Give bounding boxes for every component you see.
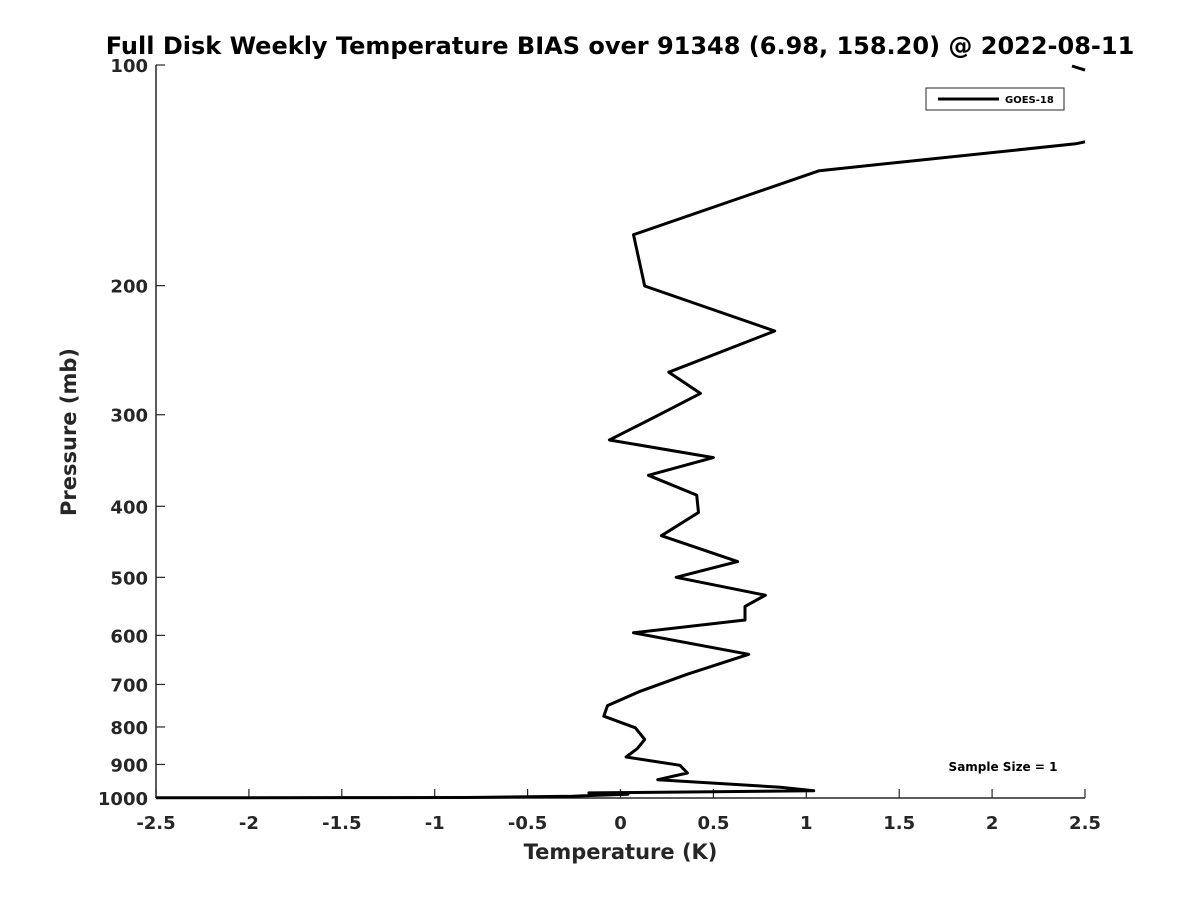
x-tick-label: 2.5 xyxy=(1069,813,1101,834)
sample-size-annotation: Sample Size = 1 xyxy=(949,760,1058,774)
y-tick-label: 300 xyxy=(110,406,148,427)
x-tick-label: 1 xyxy=(800,813,813,834)
x-tick-label: 0.5 xyxy=(697,813,729,834)
x-tick-label: -2 xyxy=(239,813,259,834)
y-tick-label: 900 xyxy=(110,755,148,776)
chart-title: Full Disk Weekly Temperature BIAS over 9… xyxy=(106,32,1135,60)
series-goes-18 xyxy=(155,64,1086,800)
y-tick-label: 600 xyxy=(110,626,148,647)
series-line-goes-18 xyxy=(1071,64,1086,72)
x-tick-label: -2.5 xyxy=(136,813,175,834)
y-tick-label: 100 xyxy=(110,56,148,77)
x-tick-label: -0.5 xyxy=(508,813,547,834)
axes xyxy=(155,65,1085,799)
y-tick-label: 500 xyxy=(110,568,148,589)
x-tick-label: 1.5 xyxy=(883,813,915,834)
x-axis-label: Temperature (K) xyxy=(524,840,718,864)
y-tick-label: 800 xyxy=(110,718,148,739)
x-tick-label: -1.5 xyxy=(322,813,361,834)
y-tick-label: 200 xyxy=(110,277,148,298)
x-tick-label: -1 xyxy=(425,813,445,834)
y-axis-label: Pressure (mb) xyxy=(57,348,81,516)
y-tick-label: 400 xyxy=(110,497,148,518)
series-line-goes-18 xyxy=(155,140,1086,800)
legend: GOES-18 xyxy=(925,87,1065,111)
x-tick-label: 2 xyxy=(986,813,999,834)
legend-label-goes-18: GOES-18 xyxy=(1005,95,1054,106)
y-tick-label: 700 xyxy=(110,675,148,696)
y-tick-label: 1000 xyxy=(98,789,148,810)
y-axis-ticks: 100 200 300 400 500 600 700 800 900 1000 xyxy=(98,56,165,810)
x-tick-label: 0 xyxy=(614,813,627,834)
x-axis-ticks: -2.5 -2 -1.5 -1 -0.5 0 0.5 1 1.5 2 2.5 xyxy=(136,789,1101,834)
